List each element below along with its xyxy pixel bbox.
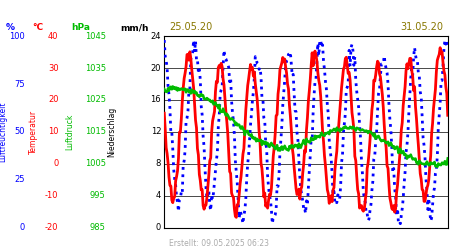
Text: Luftfeuchtigkeit: Luftfeuchtigkeit xyxy=(0,102,8,162)
Text: 1005: 1005 xyxy=(85,159,106,168)
Text: 995: 995 xyxy=(90,191,106,200)
Text: 20: 20 xyxy=(48,96,58,104)
Text: 10: 10 xyxy=(48,127,58,136)
Text: 8: 8 xyxy=(156,159,161,168)
Text: 985: 985 xyxy=(90,223,106,232)
Text: 25: 25 xyxy=(15,175,25,184)
Text: °C: °C xyxy=(32,24,44,32)
Text: -20: -20 xyxy=(45,223,58,232)
Text: 50: 50 xyxy=(15,127,25,136)
Text: %: % xyxy=(5,24,14,32)
Text: Luftdruck: Luftdruck xyxy=(65,114,74,150)
Text: 0: 0 xyxy=(20,223,25,232)
Text: 1035: 1035 xyxy=(85,64,106,72)
Text: 1025: 1025 xyxy=(85,96,106,104)
Text: -10: -10 xyxy=(45,191,58,200)
Text: 30: 30 xyxy=(48,64,58,72)
Text: 12: 12 xyxy=(151,127,161,136)
Text: 40: 40 xyxy=(48,32,58,41)
Text: 1015: 1015 xyxy=(85,127,106,136)
Text: 0: 0 xyxy=(156,223,161,232)
Text: Temperatur: Temperatur xyxy=(29,110,38,154)
Text: 20: 20 xyxy=(151,64,161,72)
Text: 16: 16 xyxy=(150,96,161,104)
Text: 25.05.20: 25.05.20 xyxy=(169,22,212,32)
Text: Niederschlag: Niederschlag xyxy=(107,107,116,157)
Text: Erstellt: 09.05.2025 06:23: Erstellt: 09.05.2025 06:23 xyxy=(169,238,269,248)
Text: mm/h: mm/h xyxy=(121,24,149,32)
Text: 1045: 1045 xyxy=(85,32,106,41)
Text: 24: 24 xyxy=(151,32,161,41)
Text: hPa: hPa xyxy=(71,24,90,32)
Text: 4: 4 xyxy=(156,191,161,200)
Text: 100: 100 xyxy=(9,32,25,41)
Text: 31.05.20: 31.05.20 xyxy=(400,22,443,32)
Text: 0: 0 xyxy=(53,159,58,168)
Text: 75: 75 xyxy=(14,80,25,88)
